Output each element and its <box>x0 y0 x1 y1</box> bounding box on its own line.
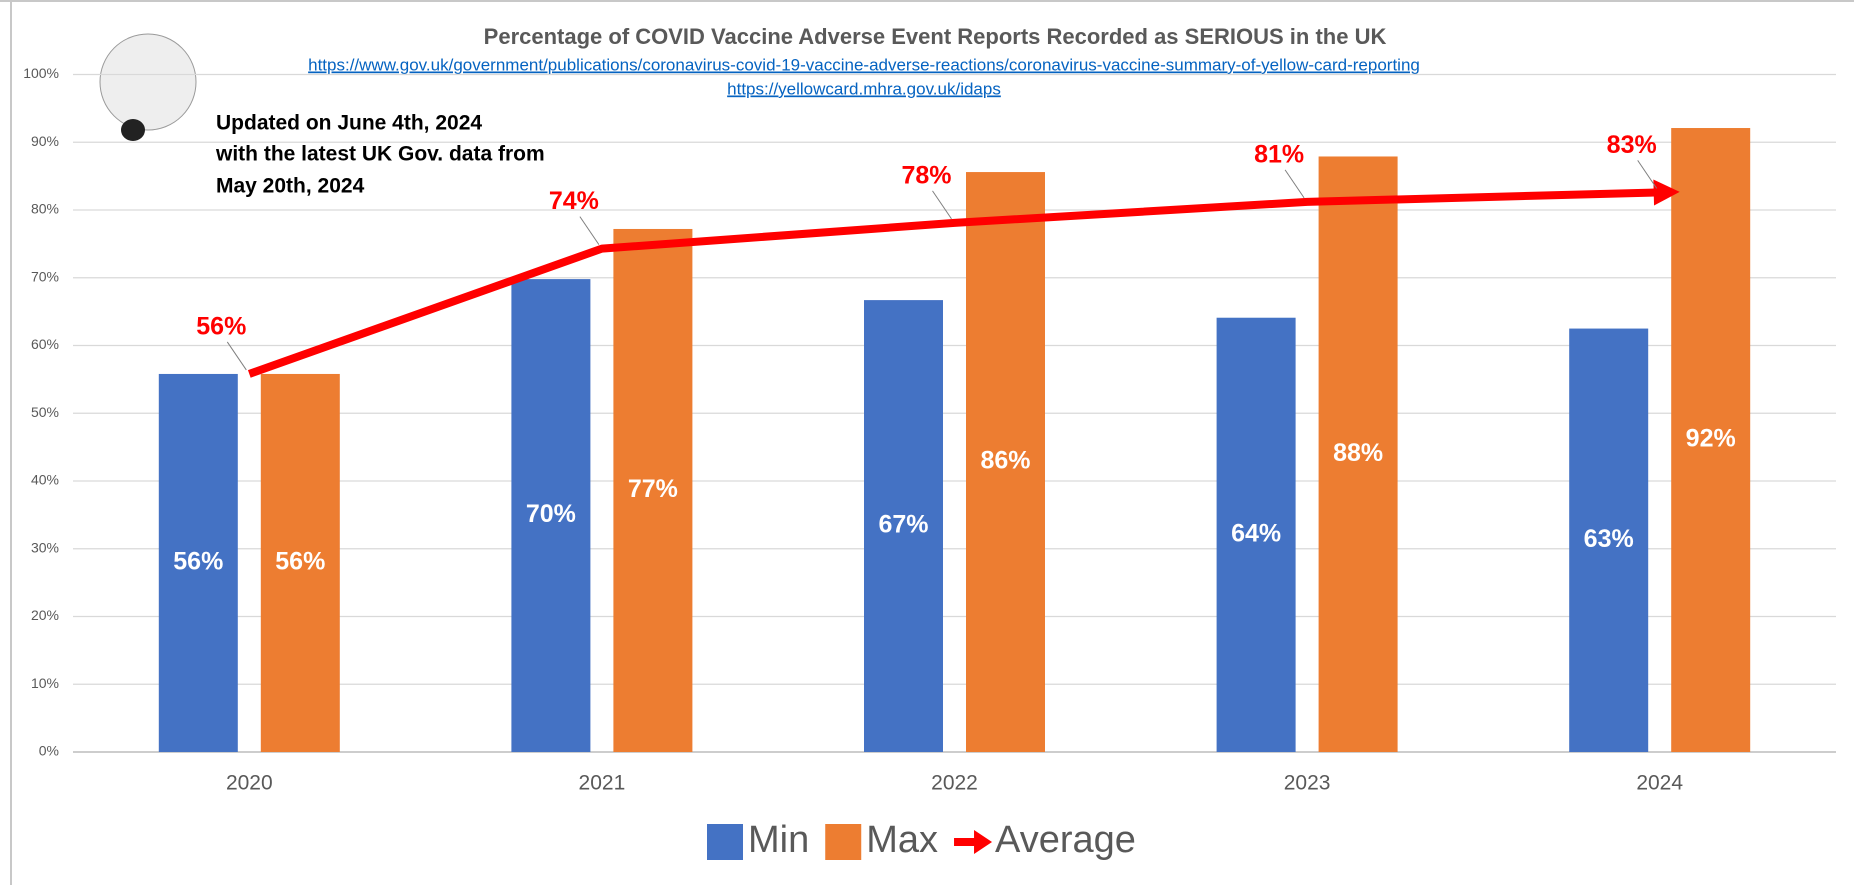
logo-paw <box>121 119 145 141</box>
x-tick-label: 2023 <box>1284 772 1331 795</box>
y-tick-label: 80% <box>31 201 59 217</box>
legend-swatch <box>974 830 993 854</box>
data-label: 74% <box>549 187 599 215</box>
bar <box>1569 328 1649 752</box>
data-label: 67% <box>878 511 928 539</box>
y-tick-label: 70% <box>31 268 59 284</box>
leader-line <box>932 190 952 220</box>
y-tick-label: 40% <box>31 472 59 488</box>
annotation: with the latest UK Gov. data from <box>215 143 545 166</box>
leader-line <box>579 216 600 245</box>
x-tick-label: 2022 <box>931 772 978 795</box>
bar <box>260 373 340 752</box>
data-label: 70% <box>526 500 576 528</box>
bar <box>966 172 1045 752</box>
data-label: 64% <box>1231 519 1281 547</box>
data-label: 88% <box>1333 439 1383 467</box>
bar <box>1216 317 1296 752</box>
bar <box>864 300 943 752</box>
y-tick-label: 0% <box>39 743 59 759</box>
data-label: 86% <box>980 447 1030 475</box>
data-label: 92% <box>1686 425 1736 453</box>
annotation: Updated on June 4th, 2024 <box>216 112 482 135</box>
legend: Min Max Average <box>707 819 1136 861</box>
y-tick-label: 10% <box>31 675 59 691</box>
data-label: 83% <box>1607 131 1657 159</box>
y-tick-label: 30% <box>31 539 59 555</box>
logo-shape <box>99 33 197 131</box>
annotation: May 20th, 2024 <box>216 175 365 198</box>
data-label: 77% <box>628 475 678 503</box>
legend-label: Average <box>995 819 1136 861</box>
bar <box>1318 156 1398 753</box>
y-tick-label: 100% <box>23 65 59 81</box>
bar <box>158 373 238 752</box>
leader-line <box>226 341 247 371</box>
logo <box>99 33 197 141</box>
x-tick-label: 2024 <box>1636 772 1683 795</box>
line <box>247 188 1660 378</box>
y-tick-label: 20% <box>31 607 59 623</box>
y-tick-label: 60% <box>31 336 59 352</box>
legend-swatch <box>707 824 743 860</box>
bar <box>613 228 693 753</box>
data-label: 78% <box>901 161 951 189</box>
x-tick-label: 2021 <box>579 772 626 795</box>
data-label: 81% <box>1254 140 1304 168</box>
legend-label: Max <box>866 819 938 861</box>
chart-title: Percentage of COVID Vaccine Adverse Even… <box>484 24 1387 49</box>
data-label: 63% <box>1584 525 1634 553</box>
arrow-head <box>1653 179 1680 206</box>
x-tick-label: 2020 <box>226 772 273 795</box>
legend-swatch <box>825 824 862 860</box>
y-tick-label: 90% <box>31 133 59 149</box>
source-link[interactable]: https://www.gov.uk/government/publicatio… <box>308 55 1420 74</box>
data-label: 56% <box>196 313 246 341</box>
data-label: 56% <box>173 548 223 576</box>
y-tick-label: 50% <box>31 404 59 420</box>
bar <box>1671 128 1751 752</box>
source-link[interactable]: https://yellowcard.mhra.gov.uk/idaps <box>727 79 1001 98</box>
data-label: 56% <box>275 548 325 576</box>
bar <box>511 279 591 752</box>
leader-line <box>1284 169 1305 199</box>
leader-line <box>1637 160 1658 189</box>
legend-label: Min <box>748 819 809 861</box>
